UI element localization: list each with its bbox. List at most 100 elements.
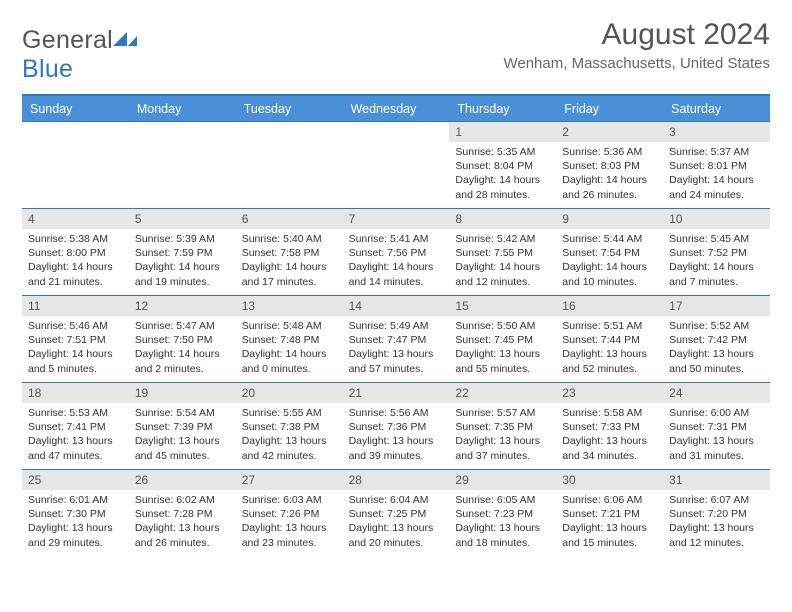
day-cell [236, 122, 343, 208]
sunset-text: Sunset: 8:04 PM [455, 159, 550, 173]
day-cell: 17Sunrise: 5:52 AMSunset: 7:42 PMDayligh… [663, 296, 770, 382]
sunrise-text: Sunrise: 5:51 AM [562, 319, 657, 333]
dow-tuesday: Tuesday [236, 96, 343, 121]
sunrise-text: Sunrise: 6:06 AM [562, 493, 657, 507]
day-cell: 18Sunrise: 5:53 AMSunset: 7:41 PMDayligh… [22, 383, 129, 469]
day-number: 5 [129, 209, 236, 229]
day-number: 31 [663, 470, 770, 490]
header: General Blue August 2024 Wenham, Massach… [22, 18, 770, 84]
day-number [129, 122, 236, 128]
sunrise-text: Sunrise: 5:46 AM [28, 319, 123, 333]
sunset-text: Sunset: 7:20 PM [669, 507, 764, 521]
sunrise-text: Sunrise: 6:05 AM [455, 493, 550, 507]
day-number: 19 [129, 383, 236, 403]
day-number [22, 122, 129, 128]
sunset-text: Sunset: 7:21 PM [562, 507, 657, 521]
day-cell: 29Sunrise: 6:05 AMSunset: 7:23 PMDayligh… [449, 470, 556, 556]
day-number: 17 [663, 296, 770, 316]
day-number: 1 [449, 122, 556, 142]
daylight-text: Daylight: 14 hours and 21 minutes. [28, 260, 123, 288]
dow-sunday: Sunday [22, 96, 129, 121]
daylight-text: Daylight: 14 hours and 14 minutes. [349, 260, 444, 288]
day-cell: 14Sunrise: 5:49 AMSunset: 7:47 PMDayligh… [343, 296, 450, 382]
sunrise-text: Sunrise: 5:41 AM [349, 232, 444, 246]
day-cell: 25Sunrise: 6:01 AMSunset: 7:30 PMDayligh… [22, 470, 129, 556]
day-cell: 23Sunrise: 5:58 AMSunset: 7:33 PMDayligh… [556, 383, 663, 469]
sunrise-text: Sunrise: 5:53 AM [28, 406, 123, 420]
sunrise-text: Sunrise: 5:56 AM [349, 406, 444, 420]
day-info: Sunrise: 5:47 AMSunset: 7:50 PMDaylight:… [129, 316, 236, 380]
page-title: August 2024 [503, 18, 770, 52]
day-number: 22 [449, 383, 556, 403]
daylight-text: Daylight: 13 hours and 37 minutes. [455, 434, 550, 462]
sunrise-text: Sunrise: 5:49 AM [349, 319, 444, 333]
week-row: 4Sunrise: 5:38 AMSunset: 8:00 PMDaylight… [22, 208, 770, 295]
day-cell: 19Sunrise: 5:54 AMSunset: 7:39 PMDayligh… [129, 383, 236, 469]
sunrise-text: Sunrise: 5:44 AM [562, 232, 657, 246]
logo-mark-icon [113, 26, 139, 55]
sunrise-text: Sunrise: 5:48 AM [242, 319, 337, 333]
sunrise-text: Sunrise: 5:47 AM [135, 319, 230, 333]
daylight-text: Daylight: 14 hours and 19 minutes. [135, 260, 230, 288]
day-info: Sunrise: 5:58 AMSunset: 7:33 PMDaylight:… [556, 403, 663, 467]
day-info: Sunrise: 5:42 AMSunset: 7:55 PMDaylight:… [449, 229, 556, 293]
week-row: 11Sunrise: 5:46 AMSunset: 7:51 PMDayligh… [22, 295, 770, 382]
day-cell: 16Sunrise: 5:51 AMSunset: 7:44 PMDayligh… [556, 296, 663, 382]
daylight-text: Daylight: 14 hours and 10 minutes. [562, 260, 657, 288]
day-number: 29 [449, 470, 556, 490]
daylight-text: Daylight: 14 hours and 26 minutes. [562, 173, 657, 201]
daylight-text: Daylight: 13 hours and 39 minutes. [349, 434, 444, 462]
daylight-text: Daylight: 13 hours and 29 minutes. [28, 521, 123, 549]
sunrise-text: Sunrise: 5:50 AM [455, 319, 550, 333]
day-info: Sunrise: 5:36 AMSunset: 8:03 PMDaylight:… [556, 142, 663, 206]
day-info: Sunrise: 5:56 AMSunset: 7:36 PMDaylight:… [343, 403, 450, 467]
day-number: 10 [663, 209, 770, 229]
sunset-text: Sunset: 7:38 PM [242, 420, 337, 434]
day-number [343, 122, 450, 128]
daylight-text: Daylight: 13 hours and 26 minutes. [135, 521, 230, 549]
daylight-text: Daylight: 13 hours and 15 minutes. [562, 521, 657, 549]
daylight-text: Daylight: 14 hours and 7 minutes. [669, 260, 764, 288]
day-info: Sunrise: 6:05 AMSunset: 7:23 PMDaylight:… [449, 490, 556, 554]
sunset-text: Sunset: 7:23 PM [455, 507, 550, 521]
daylight-text: Daylight: 14 hours and 28 minutes. [455, 173, 550, 201]
day-number: 28 [343, 470, 450, 490]
day-cell: 12Sunrise: 5:47 AMSunset: 7:50 PMDayligh… [129, 296, 236, 382]
logo-text: General Blue [22, 26, 139, 84]
day-cell: 2Sunrise: 5:36 AMSunset: 8:03 PMDaylight… [556, 122, 663, 208]
day-info: Sunrise: 5:48 AMSunset: 7:48 PMDaylight:… [236, 316, 343, 380]
day-cell [22, 122, 129, 208]
day-cell: 20Sunrise: 5:55 AMSunset: 7:38 PMDayligh… [236, 383, 343, 469]
day-cell: 27Sunrise: 6:03 AMSunset: 7:26 PMDayligh… [236, 470, 343, 556]
sunrise-text: Sunrise: 5:42 AM [455, 232, 550, 246]
day-number: 3 [663, 122, 770, 142]
day-number: 14 [343, 296, 450, 316]
day-info: Sunrise: 6:04 AMSunset: 7:25 PMDaylight:… [343, 490, 450, 554]
daylight-text: Daylight: 13 hours and 42 minutes. [242, 434, 337, 462]
day-cell: 15Sunrise: 5:50 AMSunset: 7:45 PMDayligh… [449, 296, 556, 382]
daylight-text: Daylight: 14 hours and 24 minutes. [669, 173, 764, 201]
week-row: 18Sunrise: 5:53 AMSunset: 7:41 PMDayligh… [22, 382, 770, 469]
sunset-text: Sunset: 7:39 PM [135, 420, 230, 434]
calendar: Sunday Monday Tuesday Wednesday Thursday… [22, 94, 770, 556]
sunrise-text: Sunrise: 6:01 AM [28, 493, 123, 507]
dow-header-row: Sunday Monday Tuesday Wednesday Thursday… [22, 96, 770, 121]
sunset-text: Sunset: 7:51 PM [28, 333, 123, 347]
sunrise-text: Sunrise: 6:03 AM [242, 493, 337, 507]
dow-thursday: Thursday [449, 96, 556, 121]
day-info: Sunrise: 5:50 AMSunset: 7:45 PMDaylight:… [449, 316, 556, 380]
sunrise-text: Sunrise: 5:54 AM [135, 406, 230, 420]
day-info: Sunrise: 5:35 AMSunset: 8:04 PMDaylight:… [449, 142, 556, 206]
sunset-text: Sunset: 7:28 PM [135, 507, 230, 521]
day-info: Sunrise: 5:55 AMSunset: 7:38 PMDaylight:… [236, 403, 343, 467]
sunset-text: Sunset: 7:55 PM [455, 246, 550, 260]
day-number: 6 [236, 209, 343, 229]
daylight-text: Daylight: 13 hours and 23 minutes. [242, 521, 337, 549]
daylight-text: Daylight: 13 hours and 50 minutes. [669, 347, 764, 375]
day-info: Sunrise: 5:44 AMSunset: 7:54 PMDaylight:… [556, 229, 663, 293]
sunrise-text: Sunrise: 5:38 AM [28, 232, 123, 246]
day-info: Sunrise: 5:39 AMSunset: 7:59 PMDaylight:… [129, 229, 236, 293]
daylight-text: Daylight: 14 hours and 5 minutes. [28, 347, 123, 375]
sunset-text: Sunset: 8:00 PM [28, 246, 123, 260]
day-info: Sunrise: 5:54 AMSunset: 7:39 PMDaylight:… [129, 403, 236, 467]
